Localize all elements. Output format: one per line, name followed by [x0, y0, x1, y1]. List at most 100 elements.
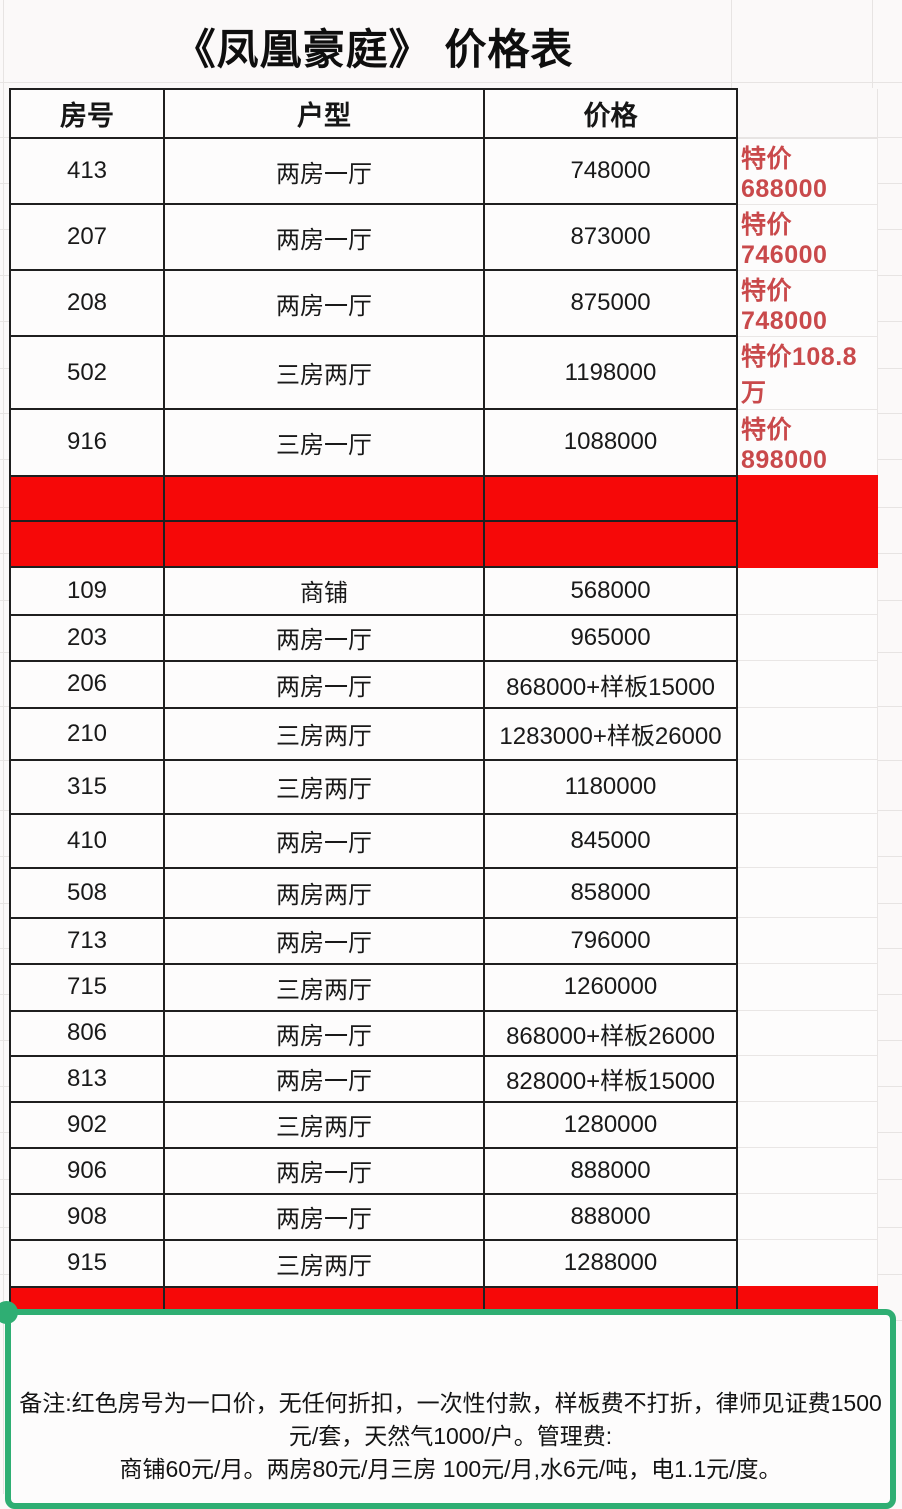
price-cell: 1088000 [483, 408, 738, 477]
special-price-cell [737, 474, 878, 522]
special-price-cell [737, 519, 878, 568]
table-row: 315 三房两厅 1180000 [9, 758, 878, 815]
price-cell: 1288000 [483, 1238, 738, 1288]
layout-cell: 两房一厅 [163, 1146, 485, 1195]
table-row: 915 三房两厅 1288000 [9, 1238, 878, 1288]
price-cell: 828000+样板15000 [483, 1054, 738, 1103]
price-cell: 858000 [483, 866, 738, 919]
price-cell: 845000 [483, 812, 738, 869]
price-cell: 875000 [483, 269, 738, 337]
special-price-cell [737, 813, 878, 868]
special-price-cell: 特价898000 [737, 408, 878, 476]
room-cell [9, 519, 165, 568]
special-price-cell [737, 1010, 878, 1056]
room-cell: 208 [9, 269, 165, 337]
note-line: 元/套，天然气1000/户。管理费: [288, 1423, 613, 1449]
table-row: 906 两房一厅 888000 [9, 1146, 878, 1195]
table-row: 207 两房一厅 873000 特价746000 [9, 203, 878, 271]
layout-cell: 两房一厅 [163, 916, 485, 965]
price-cell: 1198000 [483, 335, 738, 410]
layout-cell: 两房一厅 [163, 812, 485, 869]
table-row: 806 两房一厅 868000+样板26000 [9, 1009, 878, 1057]
table-row: 715 三房两厅 1260000 [9, 962, 878, 1012]
table-row: 208 两房一厅 875000 特价748000 [9, 269, 878, 337]
gridline-horizontal [0, 82, 902, 83]
note-box[interactable]: 备注:红色房号为一口价，无任何折扣，一次性付款，样板费不打折，律师见证费1500… [5, 1309, 896, 1509]
layout-cell: 商铺 [163, 565, 485, 616]
special-price-cell: 特价748000 [737, 269, 878, 337]
room-cell: 906 [9, 1146, 165, 1195]
table-row: 902 三房两厅 1280000 [9, 1100, 878, 1149]
table-row: 206 两房一厅 868000+样板15000 [9, 659, 878, 709]
room-cell: 413 [9, 137, 165, 205]
room-cell: 315 [9, 758, 165, 815]
room-cell: 715 [9, 962, 165, 1012]
table-row: 109 商铺 568000 [9, 565, 878, 616]
price-cell: 873000 [483, 203, 738, 271]
special-price-cell [737, 707, 878, 760]
room-cell: 203 [9, 613, 165, 662]
layout-cell: 两房一厅 [163, 269, 485, 337]
note-text: 备注:红色房号为一口价，无任何折扣，一次性付款，样板费不打折，律师见证费1500… [11, 1315, 890, 1486]
layout-cell: 三房一厅 [163, 408, 485, 477]
room-cell: 806 [9, 1009, 165, 1057]
layout-cell [163, 519, 485, 568]
selection-handle-icon[interactable] [0, 1301, 18, 1324]
room-cell: 207 [9, 203, 165, 271]
price-cell: 568000 [483, 565, 738, 616]
note-line: 备注:红色房号为一口价，无任何折扣，一次性付款，样板费不打折，律师见证费1500 [19, 1390, 882, 1416]
special-price-cell [737, 1055, 878, 1102]
room-cell: 410 [9, 812, 165, 869]
special-price-cell [737, 566, 878, 615]
layout-cell: 两房两厅 [163, 866, 485, 919]
room-cell: 916 [9, 408, 165, 477]
special-price-cell [737, 963, 878, 1011]
header-special-spacer [737, 89, 878, 139]
room-cell [9, 474, 165, 522]
special-price-cell [737, 1239, 878, 1287]
header-row: 房号 户型 价格 [9, 88, 878, 139]
room-cell: 502 [9, 335, 165, 410]
room-cell: 915 [9, 1238, 165, 1288]
header-layout: 户型 [163, 88, 485, 139]
room-cell: 902 [9, 1100, 165, 1149]
gridline-vertical [3, 0, 4, 1494]
red-banner-row [9, 519, 878, 568]
special-price-cell [737, 1101, 878, 1148]
room-cell: 813 [9, 1054, 165, 1103]
layout-cell: 两房一厅 [163, 1054, 485, 1103]
price-cell: 796000 [483, 916, 738, 965]
table-row: 410 两房一厅 845000 [9, 812, 878, 869]
table-row: 413 两房一厅 748000 特价688000 [9, 137, 878, 205]
special-price-cell [737, 759, 878, 814]
special-price-cell: 特价688000 [737, 137, 878, 205]
table-row: 203 两房一厅 965000 [9, 613, 878, 662]
special-price-cell: 特价108.8万 [737, 335, 878, 410]
layout-cell: 两房一厅 [163, 203, 485, 271]
table-row: 916 三房一厅 1088000 特价898000 [9, 408, 878, 477]
layout-cell [163, 474, 485, 522]
price-cell: 888000 [483, 1146, 738, 1195]
layout-cell: 三房两厅 [163, 962, 485, 1012]
price-cell: 868000+样板26000 [483, 1009, 738, 1057]
page-title: 《凤凰豪庭》 价格表 [173, 26, 574, 73]
price-cell: 868000+样板15000 [483, 659, 738, 709]
room-cell: 508 [9, 866, 165, 919]
layout-cell: 两房一厅 [163, 137, 485, 205]
price-table: 房号 户型 价格 413 两房一厅 748000 特价688000 207 两房… [9, 88, 878, 1429]
table-row: 502 三房两厅 1198000 特价108.8万 [9, 335, 878, 410]
layout-cell: 两房一厅 [163, 1009, 485, 1057]
special-price-cell [737, 1147, 878, 1194]
special-price-cell [737, 867, 878, 918]
price-cell: 1180000 [483, 758, 738, 815]
price-cell [483, 474, 738, 522]
price-table-body: 413 两房一厅 748000 特价688000 207 两房一厅 873000… [9, 137, 878, 1429]
room-cell: 908 [9, 1192, 165, 1241]
gridline-vertical [872, 0, 873, 88]
header-room: 房号 [9, 88, 165, 139]
price-cell: 965000 [483, 613, 738, 662]
price-cell: 888000 [483, 1192, 738, 1241]
table-row: 210 三房两厅 1283000+样板26000 [9, 706, 878, 761]
room-cell: 713 [9, 916, 165, 965]
layout-cell: 三房两厅 [163, 758, 485, 815]
